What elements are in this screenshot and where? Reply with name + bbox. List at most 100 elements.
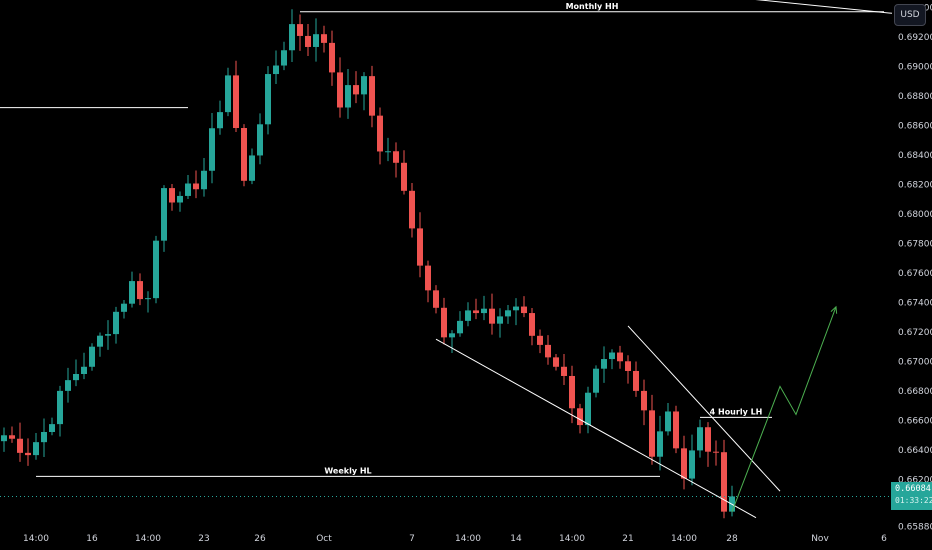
- candle-body: [505, 310, 511, 317]
- candle-body: [265, 74, 271, 125]
- candle-body: [697, 427, 703, 451]
- candle-body: [689, 450, 695, 479]
- candle-body: [473, 310, 479, 314]
- candle-body: [393, 151, 399, 163]
- level-label: Monthly HH: [566, 2, 619, 11]
- candle-body: [273, 65, 279, 75]
- candle-body: [721, 452, 727, 512]
- candle-body: [633, 370, 639, 391]
- candle-body: [401, 162, 407, 191]
- time-tick-label: 28: [726, 534, 738, 544]
- candle-body: [177, 195, 183, 203]
- candle-body: [65, 380, 71, 391]
- candle-body: [465, 310, 471, 321]
- candle-body: [49, 424, 55, 433]
- candle-body: [537, 335, 543, 345]
- candle-body: [41, 432, 47, 443]
- candle-body: [185, 183, 191, 196]
- time-tick-label: 14:00: [559, 534, 585, 544]
- candle-body: [705, 427, 711, 452]
- level-label: 4 Hourly LH: [710, 407, 763, 416]
- candle-body: [337, 72, 343, 108]
- bar-countdown: 01:33:22: [895, 496, 932, 505]
- candle-body: [201, 170, 207, 190]
- time-tick-label: 26: [254, 534, 266, 544]
- price-tick-label: 0.68000: [898, 210, 932, 220]
- trendline: [755, 0, 893, 14]
- candle-body: [625, 361, 631, 371]
- time-tick-label: 14:00: [135, 534, 161, 544]
- price-tick-label: 0.67800: [898, 239, 932, 249]
- candle-body: [673, 411, 679, 449]
- candle-body: [489, 308, 495, 324]
- candle-body: [321, 34, 327, 43]
- candle-body: [329, 42, 335, 73]
- candle-body: [385, 151, 391, 153]
- price-tick-label: 0.67600: [898, 269, 932, 279]
- candle-body: [441, 307, 447, 338]
- price-tick-label: 0.66400: [898, 446, 932, 456]
- candle-body: [497, 316, 503, 324]
- candle-body: [281, 50, 287, 66]
- candle-body: [353, 85, 359, 95]
- level-label: Weekly HL: [324, 466, 371, 475]
- candle-body: [681, 448, 687, 479]
- candle-body: [161, 188, 167, 241]
- price-tick-label: 0.69000: [898, 62, 932, 72]
- time-tick-label: 14:00: [23, 534, 49, 544]
- candle-body: [225, 75, 231, 113]
- candle-body: [1, 435, 7, 442]
- price-axis[interactable]: 0.658800.660400.662000.664000.666000.668…: [898, 3, 932, 532]
- candle-body: [193, 183, 199, 190]
- candle-body: [561, 366, 567, 376]
- candle-body: [481, 308, 487, 314]
- time-tick-label: Nov: [811, 534, 829, 544]
- currency-button[interactable]: USD: [894, 4, 926, 26]
- price-tick-label: 0.66200: [898, 475, 932, 485]
- candle-body: [457, 320, 463, 334]
- candle-body: [73, 373, 79, 381]
- price-tick-label: 0.68600: [898, 121, 932, 131]
- candle-body: [545, 344, 551, 358]
- current-price-value: 0.66084: [895, 484, 931, 494]
- price-tick-label: 0.69200: [898, 33, 932, 43]
- candle-body: [113, 311, 119, 335]
- candle-body: [649, 410, 655, 457]
- candle-body: [521, 306, 527, 314]
- candle-body: [713, 451, 719, 453]
- time-tick-label: 23: [198, 534, 209, 544]
- time-tick-label: 14: [510, 534, 522, 544]
- current-price-tag: 0.66084 01:33:22: [891, 482, 932, 510]
- candle-body: [369, 76, 375, 116]
- candle-body: [305, 35, 311, 47]
- time-tick-label: Oct: [316, 534, 332, 544]
- trendline: [435, 338, 757, 519]
- annotations: Monthly HH Weekly HL 4 Hourly LH: [0, 0, 893, 519]
- candle-body: [569, 375, 575, 409]
- candle-body: [241, 128, 247, 181]
- candle-body: [417, 228, 423, 266]
- candle-body: [425, 265, 431, 291]
- candle-body: [585, 392, 591, 426]
- candle-body: [121, 303, 127, 312]
- candle-body: [209, 128, 215, 171]
- projection-path: [731, 306, 837, 512]
- candle-body: [617, 352, 623, 362]
- candle-body: [57, 390, 63, 425]
- price-tick-label: 0.68400: [898, 151, 932, 161]
- time-tick-label: 6: [881, 534, 887, 544]
- time-tick-label: 21: [622, 534, 633, 544]
- trendline: [627, 325, 781, 492]
- price-tick-label: 0.68800: [898, 92, 932, 102]
- candle-body: [145, 298, 151, 300]
- candle-body: [9, 435, 15, 439]
- time-axis[interactable]: 14:00 16 14:00 23 26 Oct 7 14:00 14 14:00 21 14:00 2…: [23, 534, 887, 544]
- time-tick-label: 16: [86, 534, 98, 544]
- candle-body: [657, 431, 663, 457]
- candle-body: [641, 390, 647, 411]
- candle-body: [433, 290, 439, 308]
- candle-body: [33, 442, 39, 456]
- candle-body: [377, 115, 383, 152]
- candle-body: [217, 112, 223, 129]
